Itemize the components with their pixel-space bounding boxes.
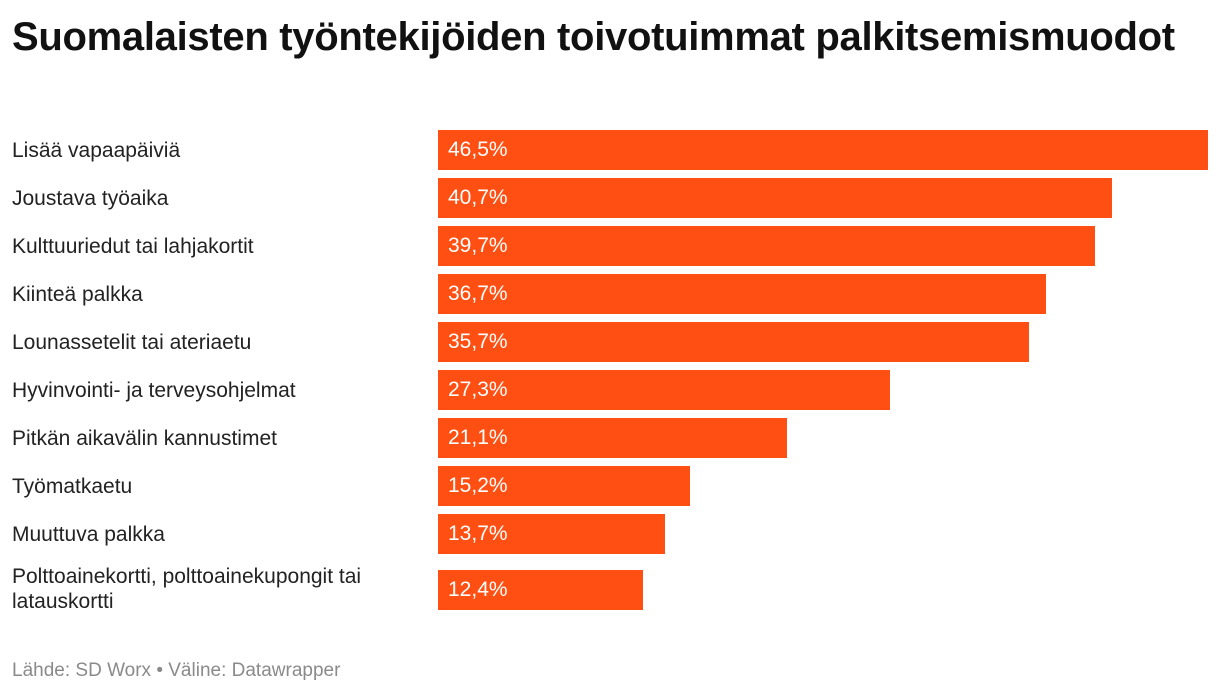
bar [438,226,1095,266]
bar-value-label: 39,7% [448,234,508,257]
bar [438,130,1208,170]
bar [438,466,690,506]
chart-title: Suomalaisten työntekijöiden toivotuimmat… [12,15,1175,59]
category-label: Hyvinvointi- ja terveysohjelmat [12,379,296,402]
bar [438,514,665,554]
source-footer: Lähde: SD Worx • Väline: Datawrapper [12,660,341,681]
bar-value-label: 46,5% [448,138,508,161]
category-label: Lounassetelit tai ateriaetu [12,331,252,354]
category-label: Kiinteä palkka [12,283,143,306]
category-label: Lisää vapaapäiviä [12,139,181,162]
bar [438,178,1112,218]
bar-value-label: 15,2% [448,474,508,497]
bar [438,570,643,610]
bar [438,370,890,410]
bar-value-label: 21,1% [448,426,508,449]
category-label: Työmatkaetu [12,475,133,498]
bar-value-label: 35,7% [448,330,508,353]
bar-value-label: 40,7% [448,186,508,209]
category-label: Pitkän aikavälin kannustimet [12,427,277,450]
bar [438,274,1046,314]
bar-value-label: 36,7% [448,282,508,305]
bar-value-label: 27,3% [448,378,508,401]
category-label: Polttoainekortti, polttoainekupongit tai… [12,565,362,613]
category-label: Muuttuva palkka [12,523,165,546]
bar [438,322,1029,362]
category-label: Kulttuuriedut tai lahjakortit [12,235,254,258]
bar-value-label: 12,4% [448,578,508,601]
category-label: Joustava työaika [12,187,169,210]
bar [438,418,787,458]
bar-value-label: 13,7% [448,522,508,545]
